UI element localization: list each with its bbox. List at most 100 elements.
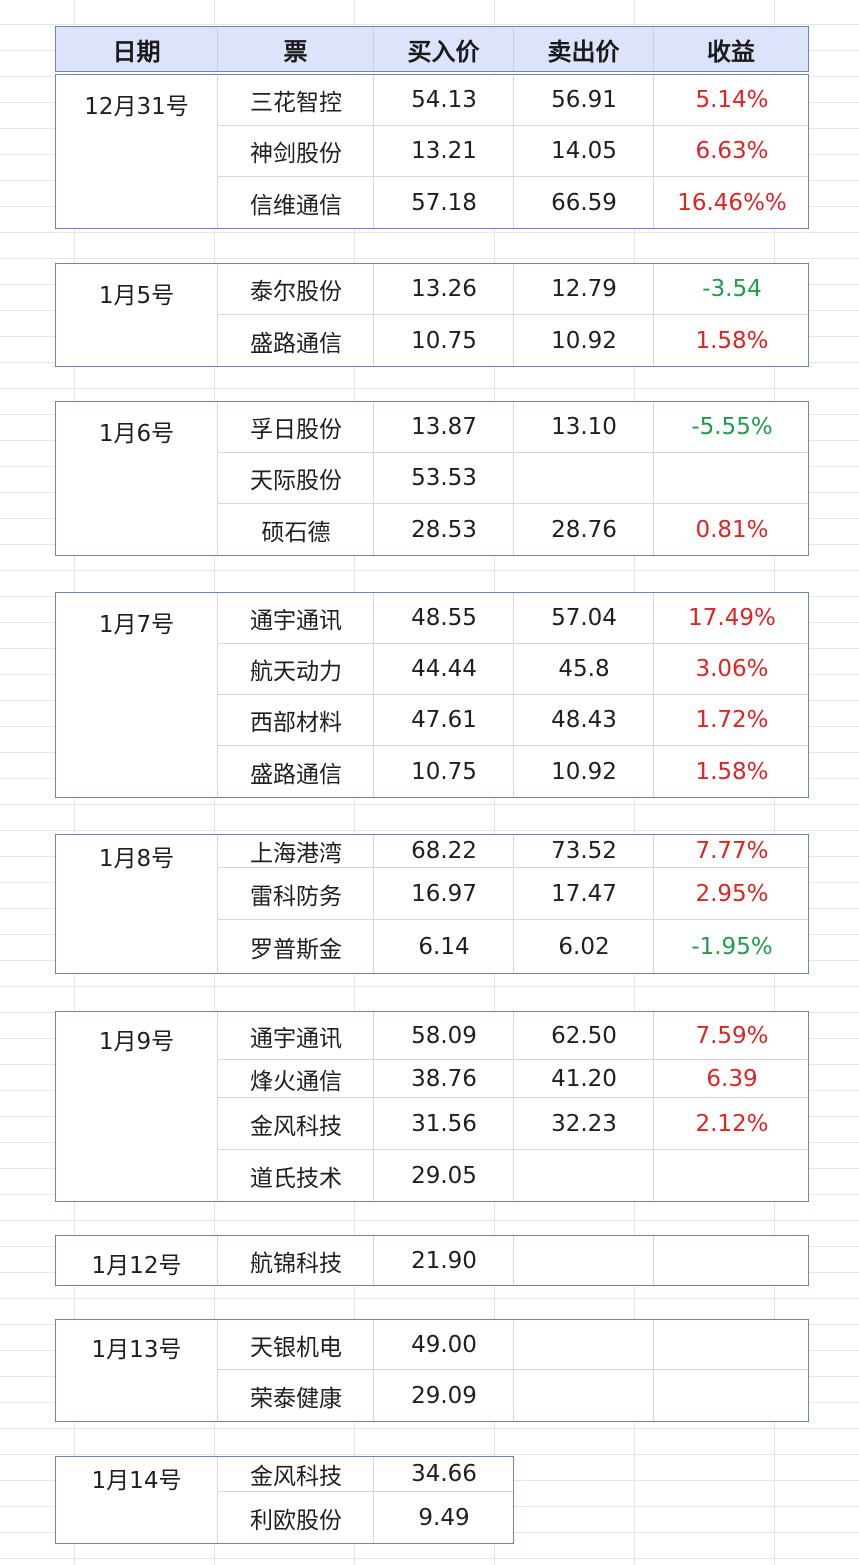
table-row: 西部材料 47.61 48.43 1.72% bbox=[217, 695, 808, 746]
buy-price: 57.18 bbox=[411, 189, 477, 216]
profit-value: 6.63% bbox=[695, 138, 769, 164]
table-row: 盛路通信 10.75 10.92 1.58% bbox=[217, 315, 808, 366]
stock-name: 通宇通讯 bbox=[250, 608, 342, 634]
column-divider bbox=[217, 1236, 218, 1285]
profit-value: 7.77% bbox=[695, 838, 769, 864]
profit-value: 16.46%% bbox=[677, 189, 787, 216]
column-divider bbox=[217, 264, 218, 366]
sell-price: 6.02 bbox=[558, 933, 610, 960]
table-row: 罗普斯金 6.14 6.02 -1.95% bbox=[217, 920, 808, 973]
profit-value: -3.54 bbox=[702, 276, 762, 302]
trade-date: 1月9号 bbox=[98, 1029, 175, 1055]
table-row: 三花智控 54.13 56.91 5.14% bbox=[217, 75, 808, 126]
table-row: 硕石德 28.53 28.76 0.81% bbox=[217, 504, 808, 555]
profit-value: 17.49% bbox=[688, 605, 776, 631]
column-divider bbox=[653, 264, 654, 366]
profit-value: 1.58% bbox=[695, 758, 769, 785]
column-divider bbox=[217, 1012, 218, 1201]
buy-price: 49.00 bbox=[411, 1331, 477, 1358]
sell-price bbox=[514, 1150, 654, 1201]
buy-price: 21.90 bbox=[411, 1247, 477, 1274]
column-divider bbox=[653, 1012, 654, 1201]
sell-price bbox=[514, 1320, 654, 1369]
column-divider bbox=[513, 75, 514, 228]
sell-price: 17.47 bbox=[551, 880, 617, 907]
stock-name: 烽火通信 bbox=[250, 1068, 342, 1095]
sell-price: 45.8 bbox=[558, 656, 610, 682]
stock-name: 硕石德 bbox=[261, 519, 331, 546]
profit-value: 6.39 bbox=[706, 1065, 758, 1092]
column-divider bbox=[513, 402, 514, 555]
column-divider bbox=[653, 1236, 654, 1285]
stock-name: 荣泰健康 bbox=[250, 1385, 342, 1412]
table-row: 利欧股份 9.49 bbox=[217, 1492, 513, 1543]
sell-price: 57.04 bbox=[551, 605, 617, 631]
profit-value: 1.72% bbox=[695, 707, 769, 733]
column-divider bbox=[217, 835, 218, 973]
sell-price: 10.92 bbox=[551, 327, 617, 354]
stock-name: 利欧股份 bbox=[250, 1507, 342, 1534]
buy-price: 58.09 bbox=[411, 1022, 477, 1049]
date-group: 1月14号 金风科技 34.66 利欧股份 9.49 bbox=[55, 1456, 514, 1544]
profit-value: 0.81% bbox=[695, 516, 769, 543]
profit-value bbox=[654, 453, 810, 503]
trade-date: 1月6号 bbox=[98, 421, 175, 447]
table-row: 孚日股份 13.87 13.10 -5.55% bbox=[217, 402, 808, 453]
column-divider bbox=[373, 1012, 374, 1201]
column-divider bbox=[653, 593, 654, 797]
trade-date: 12月31号 bbox=[84, 94, 189, 120]
buy-price: 29.09 bbox=[411, 1382, 477, 1409]
buy-price: 10.75 bbox=[411, 327, 477, 354]
sell-price: 41.20 bbox=[551, 1065, 617, 1092]
stock-name: 泰尔股份 bbox=[250, 279, 342, 305]
table-row: 天际股份 53.53 bbox=[217, 453, 808, 504]
header-stock: 票 bbox=[218, 27, 374, 71]
date-group: 1月12号 航锦科技 21.90 bbox=[55, 1235, 809, 1286]
profit-value bbox=[654, 1236, 810, 1285]
date-group: 1月13号 天银机电 49.00 荣泰健康 29.09 bbox=[55, 1319, 809, 1422]
profit-value: 7.59% bbox=[695, 1022, 769, 1049]
column-divider bbox=[217, 402, 218, 555]
column-divider bbox=[217, 75, 218, 228]
column-divider bbox=[513, 1320, 514, 1421]
stock-name: 金风科技 bbox=[250, 1113, 342, 1140]
sell-price: 12.79 bbox=[551, 276, 617, 302]
column-divider bbox=[373, 593, 374, 797]
sell-price bbox=[514, 1370, 654, 1421]
stock-name: 通宇通讯 bbox=[250, 1025, 342, 1052]
header-profit: 收益 bbox=[707, 37, 755, 66]
table-row: 金风科技 31.56 32.23 2.12% bbox=[217, 1098, 808, 1150]
buy-price: 34.66 bbox=[411, 1461, 477, 1487]
sell-price: 62.50 bbox=[551, 1022, 617, 1049]
column-divider bbox=[653, 1320, 654, 1421]
buy-price: 38.76 bbox=[411, 1065, 477, 1092]
table-row: 通宇通讯 58.09 62.50 7.59% bbox=[217, 1012, 808, 1060]
profit-value: -5.55% bbox=[691, 414, 773, 440]
sell-price: 10.92 bbox=[551, 758, 617, 785]
table-row: 通宇通讯 48.55 57.04 17.49% bbox=[217, 593, 808, 644]
date-group: 1月7号 通宇通讯 48.55 57.04 17.49% 航天动力 44.44 45.8 3.0… bbox=[55, 592, 809, 798]
profit-value: 2.95% bbox=[695, 880, 769, 907]
date-group: 1月8号 上海港湾 68.22 73.52 7.77% 雷科防务 16.97 17.47 2.9… bbox=[55, 834, 809, 974]
table-row: 泰尔股份 13.26 12.79 -3.54 bbox=[217, 264, 808, 315]
column-divider bbox=[653, 402, 654, 555]
column-divider bbox=[653, 75, 654, 228]
sell-price: 14.05 bbox=[551, 138, 617, 164]
column-divider bbox=[373, 264, 374, 366]
sell-price: 28.76 bbox=[551, 516, 617, 543]
table-row: 航天动力 44.44 45.8 3.06% bbox=[217, 644, 808, 695]
buy-price: 28.53 bbox=[411, 516, 477, 543]
sell-price: 13.10 bbox=[551, 414, 617, 440]
buy-price: 29.05 bbox=[411, 1162, 477, 1189]
sell-price: 32.23 bbox=[551, 1110, 617, 1137]
stock-name: 道氏技术 bbox=[250, 1165, 342, 1192]
profit-value: -1.95% bbox=[691, 933, 773, 960]
header-date: 日期 bbox=[56, 27, 218, 71]
table-row: 信维通信 57.18 66.59 16.46%% bbox=[217, 177, 808, 228]
sell-price: 56.91 bbox=[551, 87, 617, 113]
header-buy-price: 买入价 bbox=[374, 27, 514, 71]
trade-date: 1月5号 bbox=[98, 283, 175, 309]
table-row: 航锦科技 21.90 bbox=[217, 1236, 808, 1285]
stock-name: 三花智控 bbox=[250, 90, 342, 116]
stock-name: 天际股份 bbox=[250, 468, 342, 494]
